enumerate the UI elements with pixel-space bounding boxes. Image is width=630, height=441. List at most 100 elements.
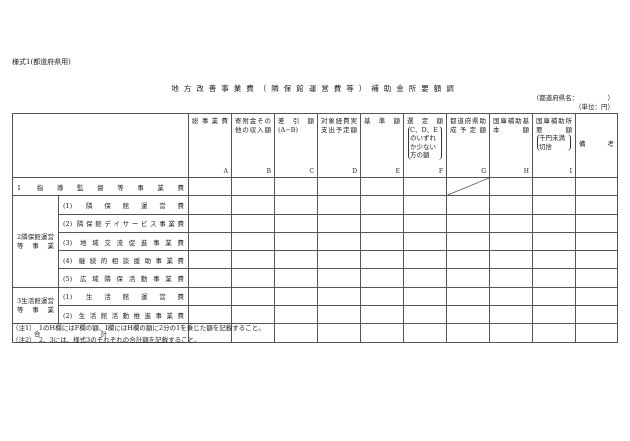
column-label: 総事業費 bbox=[192, 117, 228, 125]
value-cell[interactable] bbox=[532, 176, 576, 197]
value-cell[interactable] bbox=[446, 213, 490, 233]
table-row: (3) 地域交流促進事業費 bbox=[13, 231, 618, 252]
value-cell[interactable] bbox=[317, 213, 361, 233]
value-cell[interactable] bbox=[489, 323, 533, 343]
column-sub-label: 千円未満切捨 bbox=[537, 134, 571, 151]
value-cell[interactable] bbox=[403, 286, 447, 307]
value-cell[interactable] bbox=[188, 286, 232, 307]
value-cell[interactable] bbox=[532, 213, 576, 233]
value-cell[interactable] bbox=[403, 195, 447, 215]
value-cell[interactable] bbox=[532, 323, 576, 343]
column-header: 総事業費 A bbox=[188, 113, 232, 178]
value-cell[interactable] bbox=[446, 231, 490, 252]
value-cell[interactable] bbox=[274, 231, 318, 252]
value-cell[interactable] bbox=[532, 286, 576, 307]
value-cell[interactable] bbox=[403, 268, 447, 288]
value-cell[interactable] bbox=[575, 195, 618, 215]
value-cell[interactable] bbox=[489, 250, 533, 270]
value-cell[interactable] bbox=[274, 286, 318, 307]
value-cell[interactable] bbox=[274, 176, 318, 197]
value-cell[interactable] bbox=[231, 250, 275, 270]
value-cell[interactable] bbox=[532, 305, 576, 325]
value-cell[interactable] bbox=[188, 268, 232, 288]
value-cell[interactable] bbox=[360, 268, 404, 288]
value-cell[interactable] bbox=[231, 176, 275, 197]
value-cell[interactable] bbox=[274, 323, 318, 343]
value-cell[interactable] bbox=[532, 195, 576, 215]
header-label-cell bbox=[12, 113, 189, 178]
column-letter: I bbox=[569, 168, 572, 175]
value-cell[interactable] bbox=[274, 268, 318, 288]
value-cell[interactable] bbox=[317, 286, 361, 307]
value-cell[interactable] bbox=[231, 195, 275, 215]
value-cell[interactable] bbox=[360, 213, 404, 233]
note-1: （注1） 1のH欄にはF欄の額、I欄にはH欄の額に2分の1を乗じた額を記載するこ… bbox=[12, 324, 265, 332]
value-cell[interactable] bbox=[231, 231, 275, 252]
value-cell[interactable] bbox=[575, 268, 618, 288]
value-cell[interactable] bbox=[532, 250, 576, 270]
value-cell[interactable] bbox=[446, 305, 490, 325]
value-cell[interactable] bbox=[360, 231, 404, 252]
diagonal-line bbox=[447, 178, 489, 196]
value-cell[interactable] bbox=[317, 176, 361, 197]
value-cell[interactable] bbox=[403, 305, 447, 325]
value-cell[interactable] bbox=[403, 213, 447, 233]
value-cell[interactable] bbox=[489, 268, 533, 288]
value-cell[interactable] bbox=[446, 195, 490, 215]
value-cell[interactable] bbox=[489, 305, 533, 325]
value-cell[interactable] bbox=[403, 176, 447, 197]
value-cell[interactable] bbox=[317, 231, 361, 252]
value-cell[interactable] bbox=[360, 176, 404, 197]
value-cell[interactable] bbox=[575, 250, 618, 270]
value-cell[interactable] bbox=[446, 268, 490, 288]
value-cell[interactable] bbox=[532, 231, 576, 252]
value-cell[interactable] bbox=[403, 323, 447, 343]
value-cell[interactable] bbox=[274, 195, 318, 215]
value-cell[interactable] bbox=[575, 176, 618, 197]
value-cell[interactable] bbox=[274, 213, 318, 233]
value-cell[interactable] bbox=[231, 268, 275, 288]
value-cell[interactable] bbox=[188, 195, 232, 215]
value-cell[interactable] bbox=[317, 305, 361, 325]
value-cell[interactable] bbox=[360, 195, 404, 215]
value-cell[interactable] bbox=[360, 250, 404, 270]
prefecture-name-field: （都道府県名： ） bbox=[532, 94, 614, 102]
value-cell[interactable] bbox=[274, 305, 318, 325]
value-cell[interactable] bbox=[403, 250, 447, 270]
column-label: 備考 bbox=[579, 140, 614, 148]
column-sub-label: C、D、Eのいずれか少ない方の額 bbox=[408, 125, 442, 160]
value-cell[interactable] bbox=[489, 286, 533, 307]
value-cell[interactable] bbox=[231, 286, 275, 307]
value-cell[interactable] bbox=[317, 250, 361, 270]
value-cell[interactable] bbox=[532, 268, 576, 288]
value-cell[interactable] bbox=[188, 250, 232, 270]
value-cell[interactable] bbox=[575, 286, 618, 307]
value-cell[interactable] bbox=[446, 250, 490, 270]
value-cell[interactable] bbox=[575, 231, 618, 252]
row-label: (4) 継続的相談援助事業費 bbox=[58, 250, 189, 270]
value-cell[interactable] bbox=[489, 213, 533, 233]
value-cell[interactable] bbox=[489, 195, 533, 215]
value-cell[interactable] bbox=[360, 323, 404, 343]
column-letter: G bbox=[481, 168, 486, 175]
value-cell[interactable] bbox=[360, 305, 404, 325]
value-cell[interactable] bbox=[575, 305, 618, 325]
value-cell[interactable] bbox=[317, 195, 361, 215]
value-cell[interactable] bbox=[489, 231, 533, 252]
value-cell[interactable] bbox=[575, 213, 618, 233]
value-cell[interactable] bbox=[317, 268, 361, 288]
value-cell[interactable] bbox=[360, 286, 404, 307]
value-cell[interactable] bbox=[188, 231, 232, 252]
value-cell[interactable] bbox=[575, 323, 618, 343]
column-letter: F bbox=[438, 168, 443, 175]
value-cell[interactable] bbox=[317, 323, 361, 343]
value-cell[interactable] bbox=[274, 250, 318, 270]
value-cell[interactable] bbox=[188, 213, 232, 233]
value-cell[interactable] bbox=[188, 176, 232, 197]
value-cell[interactable] bbox=[403, 231, 447, 252]
value-cell[interactable] bbox=[446, 323, 490, 343]
value-cell[interactable] bbox=[446, 286, 490, 307]
value-cell[interactable] bbox=[231, 213, 275, 233]
value-cell[interactable] bbox=[489, 176, 533, 197]
row-label: (1) 隣保館運営費 bbox=[58, 195, 189, 215]
